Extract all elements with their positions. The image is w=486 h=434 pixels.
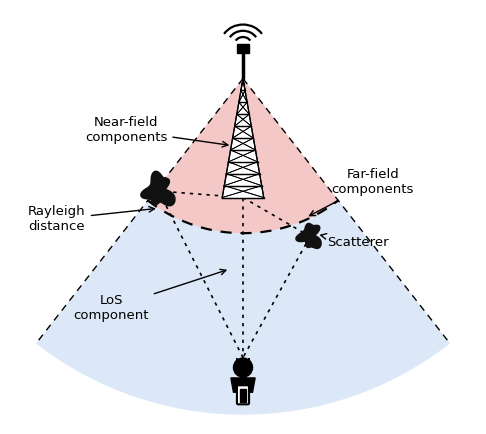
FancyBboxPatch shape [237, 385, 249, 404]
Circle shape [233, 358, 253, 377]
Wedge shape [36, 79, 450, 415]
Wedge shape [148, 79, 338, 233]
Polygon shape [141, 171, 175, 206]
Polygon shape [231, 378, 255, 392]
Text: Rayleigh
distance: Rayleigh distance [28, 205, 155, 233]
Polygon shape [296, 224, 321, 248]
Polygon shape [222, 79, 264, 197]
Text: Far-field
components: Far-field components [310, 168, 414, 216]
Text: Near-field
components: Near-field components [85, 116, 228, 147]
Text: Scatterer: Scatterer [321, 233, 389, 250]
Text: LoS
component: LoS component [73, 270, 226, 322]
FancyBboxPatch shape [237, 44, 249, 53]
Polygon shape [240, 389, 246, 402]
